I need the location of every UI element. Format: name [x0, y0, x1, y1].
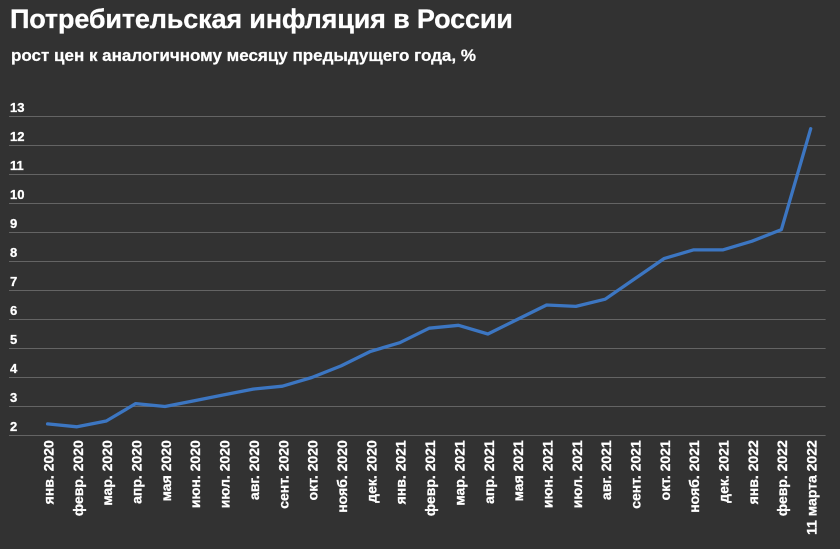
svg-text:окт. 2021: окт. 2021 [657, 440, 673, 500]
svg-text:сент. 2021: сент. 2021 [628, 440, 644, 509]
svg-text:12: 12 [10, 129, 24, 144]
svg-text:янв. 2022: янв. 2022 [745, 440, 761, 504]
svg-text:11: 11 [10, 158, 24, 173]
svg-text:нояб. 2020: нояб. 2020 [334, 440, 350, 513]
svg-text:8: 8 [10, 245, 17, 260]
svg-text:февр. 2020: февр. 2020 [70, 440, 86, 516]
svg-text:мая 2020: мая 2020 [158, 440, 174, 501]
svg-text:11 марта 2022: 11 марта 2022 [804, 440, 820, 535]
svg-text:мар. 2020: мар. 2020 [99, 440, 115, 506]
svg-text:мая 2021: мая 2021 [510, 440, 526, 501]
svg-text:февр. 2021: февр. 2021 [422, 440, 438, 516]
svg-text:9: 9 [10, 216, 17, 231]
svg-text:апр. 2021: апр. 2021 [481, 440, 497, 504]
svg-text:нояб. 2021: нояб. 2021 [686, 440, 702, 513]
svg-text:7: 7 [10, 274, 17, 289]
svg-text:июл. 2020: июл. 2020 [217, 440, 233, 508]
svg-text:авг. 2020: авг. 2020 [246, 440, 262, 500]
svg-text:дек. 2020: дек. 2020 [363, 440, 379, 503]
svg-text:янв. 2021: янв. 2021 [393, 440, 409, 504]
svg-text:мар. 2021: мар. 2021 [451, 440, 467, 506]
svg-text:13: 13 [10, 100, 24, 115]
svg-text:июн. 2021: июн. 2021 [540, 440, 556, 508]
svg-text:окт. 2020: окт. 2020 [305, 440, 321, 500]
svg-text:3: 3 [10, 390, 17, 405]
svg-text:февр. 2022: февр. 2022 [774, 440, 790, 516]
svg-text:дек. 2021: дек. 2021 [716, 440, 732, 503]
svg-text:янв. 2020: янв. 2020 [41, 440, 57, 504]
svg-text:авг. 2021: авг. 2021 [598, 440, 614, 500]
svg-text:апр. 2020: апр. 2020 [129, 440, 145, 504]
svg-text:2: 2 [10, 419, 17, 434]
svg-text:4: 4 [10, 361, 18, 376]
svg-text:5: 5 [10, 332, 17, 347]
svg-text:сент. 2020: сент. 2020 [275, 440, 291, 509]
svg-text:6: 6 [10, 303, 17, 318]
svg-text:июн. 2020: июн. 2020 [187, 440, 203, 508]
svg-text:10: 10 [10, 187, 24, 202]
svg-text:июл. 2021: июл. 2021 [569, 440, 585, 508]
